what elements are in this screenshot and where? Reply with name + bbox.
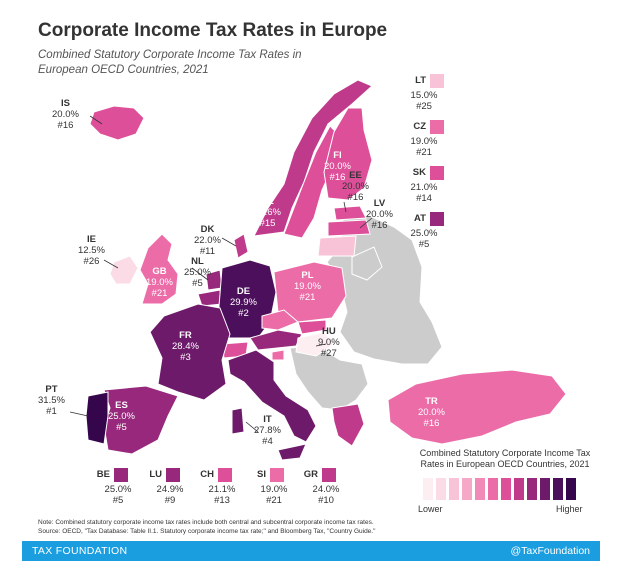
scale-step	[553, 478, 563, 500]
label-spain: ES 25.0% #5	[108, 400, 135, 433]
map-subtitle: Combined Statutory Corporate Income Tax …	[38, 49, 302, 76]
map-card: Corporate Income Tax Rates in Europe Com…	[22, 12, 600, 563]
country-italy	[227, 349, 317, 443]
country-czechia	[261, 309, 299, 331]
country-iceland	[89, 105, 145, 141]
label-netherlands: NL 25.0% #5	[184, 256, 211, 289]
label-finland: FI 20.0% #16	[324, 150, 351, 183]
swatch-label-lithuania: LT	[415, 75, 426, 86]
swatch-label-czechia: CZ	[413, 121, 426, 132]
label-estonia: EE 20.0% #16	[342, 170, 369, 203]
scale-step	[501, 478, 511, 500]
legend-title: Combined Statutory Corporate Income Tax …	[419, 448, 591, 469]
swatch-label-austria: AT	[414, 213, 426, 224]
swatch-label-greece: GR	[303, 469, 318, 480]
country-italy-sicily	[277, 443, 307, 461]
label-ireland: IE 12.5% #26	[78, 234, 105, 267]
legend-high-label: Higher	[556, 504, 583, 514]
label-sweden: SE 20.6% #15	[254, 196, 281, 229]
scale-step	[488, 478, 498, 500]
label-denmark: DK 22.0% #11	[194, 224, 221, 257]
country-latvia	[327, 219, 371, 237]
country-denmark	[233, 233, 249, 259]
europe-map	[69, 79, 567, 461]
country-hungary	[295, 331, 335, 357]
region-belarus	[351, 246, 383, 281]
country-slovenia	[271, 349, 285, 361]
country-united-kingdom	[139, 233, 179, 305]
label-iceland: IS 20.0% #16	[52, 98, 79, 131]
swatch-value-switzerland: 21.1% #13	[208, 484, 236, 506]
scale-step	[514, 478, 524, 500]
label-germany: DE 29.9% #2	[230, 286, 257, 319]
swatch-value-belgium: 25.0% #5	[104, 484, 132, 506]
color-scale	[423, 478, 576, 500]
country-ireland	[109, 255, 139, 285]
scale-step	[566, 478, 576, 500]
swatch-label-switzerland: CH	[200, 469, 214, 480]
footnote: Note: Combined statutory corporate incom…	[38, 518, 598, 536]
label-norway: NO 22.0% #11	[234, 184, 261, 217]
swatch-value-lithuania: 15.0% #25	[410, 90, 438, 112]
swatch-label-belgium: BE	[96, 469, 110, 480]
legend-low-label: Lower	[418, 504, 443, 514]
label-united-kingdom: GB 19.0% #21	[146, 266, 173, 299]
scale-step	[423, 478, 433, 500]
label-portugal: PT 31.5% #1	[38, 384, 65, 417]
swatch-value-luxembourg: 24.9% #9	[156, 484, 184, 506]
leader-lines	[69, 115, 373, 433]
swatch-value-greece: 24.0% #10	[312, 484, 340, 506]
swatch-value-slovakia: 21.0% #14	[410, 182, 438, 204]
swatch-value-slovenia: 19.0% #21	[260, 484, 288, 506]
scale-step	[475, 478, 485, 500]
swatch-label-slovakia: SK	[412, 167, 426, 178]
scale-step	[449, 478, 459, 500]
swatch-value-czechia: 19.0% #21	[410, 136, 438, 158]
swatch-luxembourg	[166, 468, 180, 482]
country-portugal	[85, 391, 109, 445]
swatch-austria	[430, 212, 444, 226]
footer-bar: TAX FOUNDATION @TaxFoundation	[22, 541, 600, 561]
country-finland	[323, 107, 373, 201]
scale-step	[540, 478, 550, 500]
note-text: Note: Combined statutory corporate incom…	[38, 519, 374, 526]
country-italy-sardinia	[231, 407, 245, 435]
swatch-lithuania	[430, 74, 444, 88]
label-poland: PL 19.0% #21	[294, 270, 321, 303]
source-text: Source: OECD, "Tax Database: Table II.1.…	[38, 528, 376, 535]
swatch-czechia	[430, 120, 444, 134]
country-estonia	[333, 205, 367, 221]
swatch-value-austria: 25.0% #5	[410, 228, 438, 250]
label-latvia: LV 20.0% #16	[366, 198, 393, 231]
swatch-switzerland	[218, 468, 232, 482]
footer-org: TAX FOUNDATION	[32, 545, 128, 557]
map-title: Corporate Income Tax Rates in Europe	[38, 20, 388, 41]
label-hungary: HU 9.0% #27	[318, 326, 340, 359]
scale-step	[527, 478, 537, 500]
country-france	[149, 303, 231, 401]
scale-step	[436, 478, 446, 500]
footer-handle[interactable]: @TaxFoundation	[510, 545, 590, 557]
scale-step	[462, 478, 472, 500]
country-slovakia	[297, 319, 327, 335]
swatch-label-slovenia: SI	[257, 469, 266, 480]
label-turkey: TR 20.0% #16	[418, 396, 445, 429]
swatch-greece	[322, 468, 336, 482]
country-lithuania	[317, 235, 357, 257]
label-france: FR 28.4% #3	[172, 330, 199, 363]
swatch-belgium	[114, 468, 128, 482]
country-greece	[331, 403, 365, 447]
country-turkey	[387, 369, 567, 445]
region-balkans	[289, 345, 369, 411]
country-norway	[253, 79, 373, 237]
swatch-slovakia	[430, 166, 444, 180]
swatch-slovenia	[270, 468, 284, 482]
label-italy: IT 27.8% #4	[254, 414, 281, 447]
swatch-label-luxembourg: LU	[149, 469, 162, 480]
country-belgium	[197, 289, 223, 307]
